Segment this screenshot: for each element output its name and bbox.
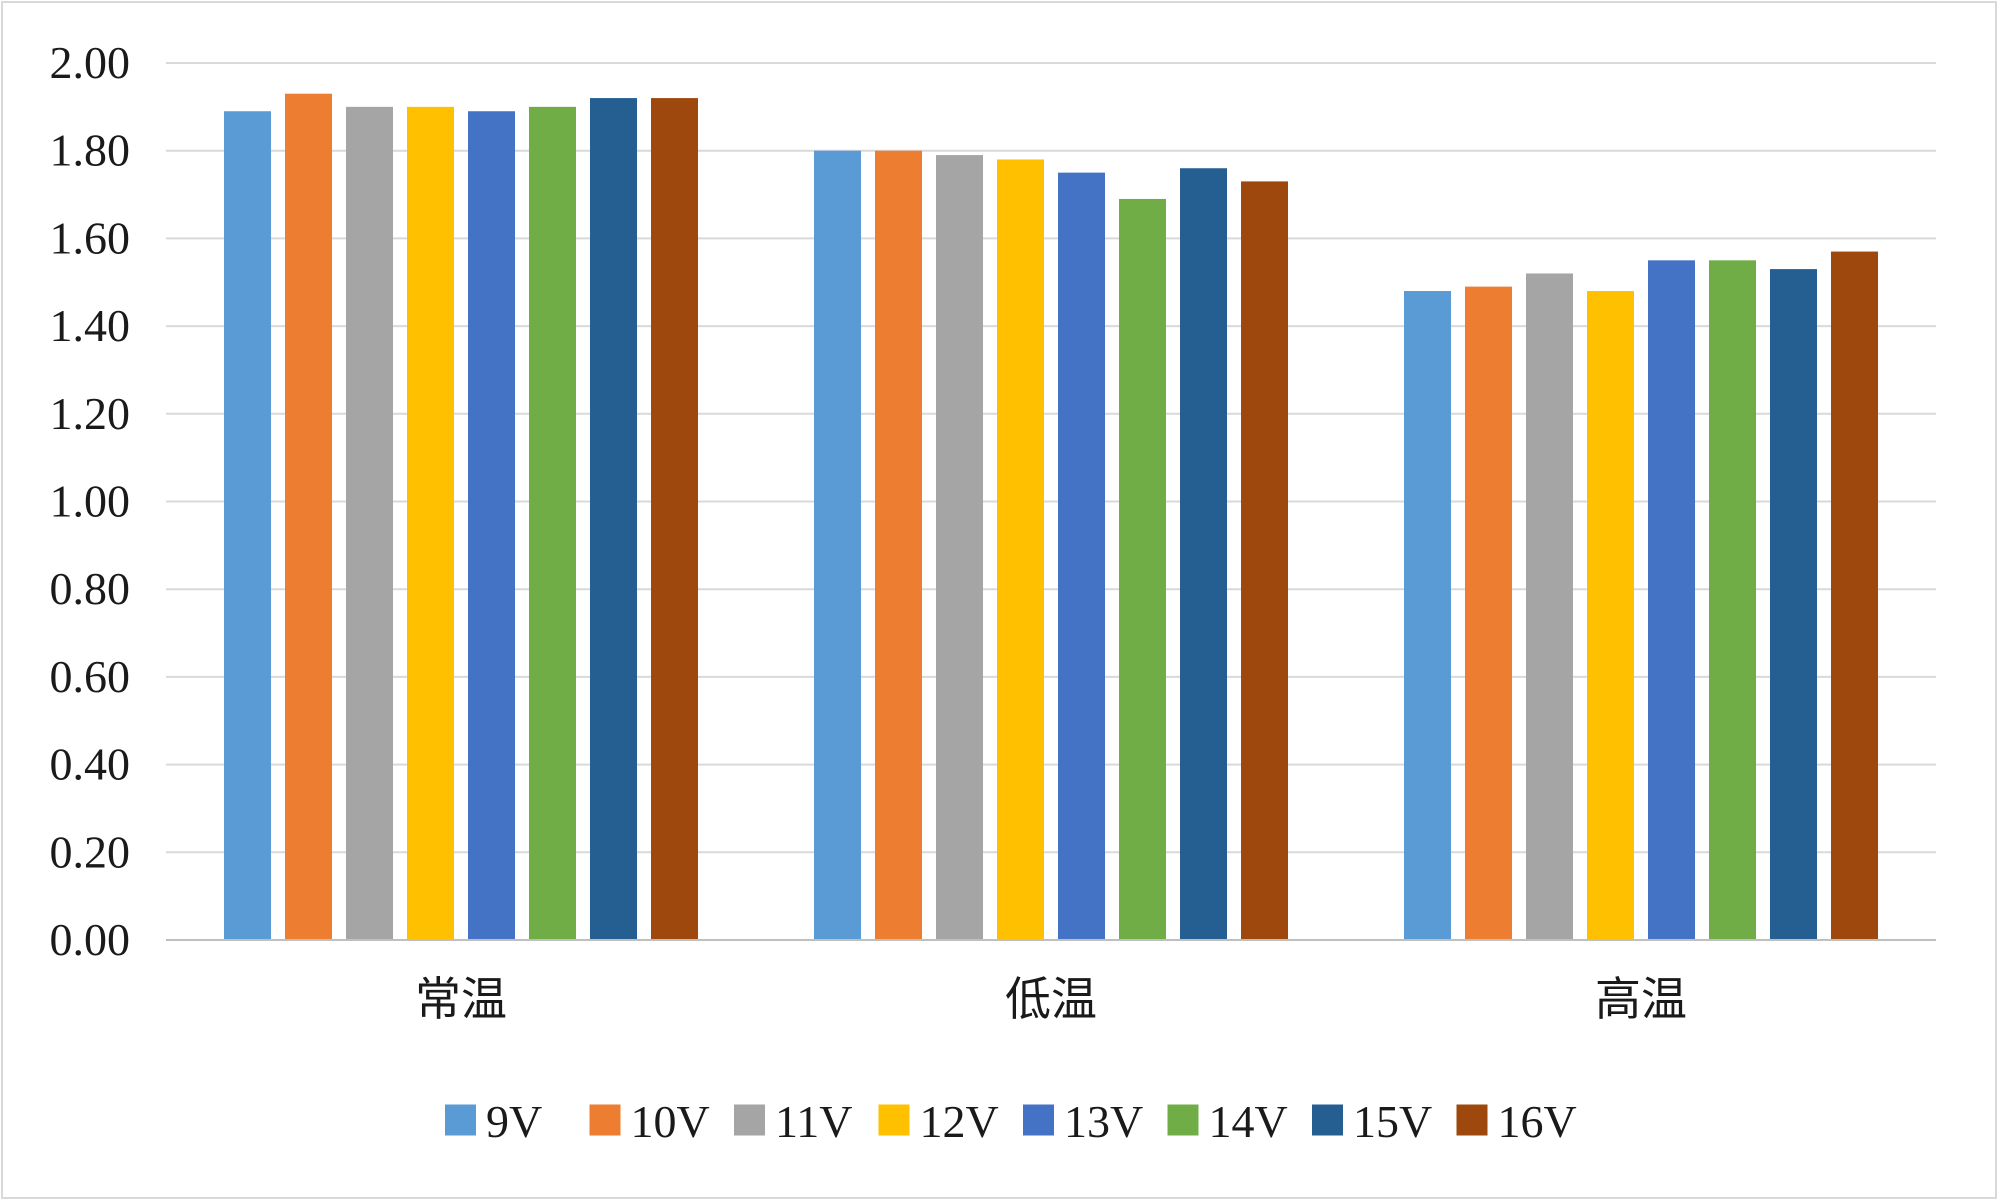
legend-swatch-9V — [445, 1104, 476, 1136]
category-label: 高温 — [1595, 972, 1687, 1026]
bar-11V-3 — [1526, 273, 1573, 941]
y-tick-label: 1.80 — [50, 125, 131, 176]
legend-label-11V: 11V — [775, 1096, 853, 1147]
bar-9V-2 — [814, 150, 861, 940]
legend: 9V 10V 11V 12V 13V 14V 15V 16V — [445, 1096, 1577, 1147]
legend-swatch-14V — [1167, 1104, 1199, 1136]
bar-14V-3 — [1709, 260, 1756, 940]
gridlines — [166, 62, 1936, 854]
y-tick-label: 1.60 — [50, 212, 131, 263]
bar-15V-2 — [1180, 168, 1227, 941]
legend-label-12V: 12V — [920, 1096, 999, 1147]
bar-15V-3 — [1770, 269, 1817, 941]
bar-9V-3 — [1404, 291, 1451, 940]
bar-16V-3 — [1831, 251, 1878, 940]
y-tick-label: 0.20 — [50, 826, 131, 877]
bar-9V-1 — [224, 111, 271, 941]
y-tick-label: 1.40 — [50, 300, 131, 351]
bar-10V-2 — [875, 150, 922, 940]
bar-15V-1 — [590, 98, 637, 940]
bar-11V-2 — [936, 155, 983, 940]
legend-label-16V: 16V — [1498, 1096, 1577, 1147]
bar-10V-3 — [1465, 286, 1512, 940]
legend-label-15V: 15V — [1353, 1096, 1432, 1147]
legend-swatch-12V — [878, 1104, 910, 1136]
y-tick-label: 0.60 — [50, 651, 131, 702]
legend-swatch-16V — [1456, 1104, 1488, 1136]
bar-13V-3 — [1648, 260, 1695, 940]
bar-14V-1 — [529, 106, 576, 941]
bar-16V-1 — [651, 98, 698, 940]
legend-label-10V: 10V — [631, 1096, 710, 1147]
category-label: 常温 — [415, 972, 507, 1026]
y-tick-label: 0.80 — [50, 563, 131, 614]
legend-label-14V: 14V — [1209, 1096, 1288, 1147]
y-axis-tick-labels: 0.00 0.20 0.40 0.60 0.80 1.00 1.20 1.40 1.60 1.80… — [50, 37, 131, 965]
bar-13V-2 — [1058, 172, 1105, 940]
bar-11V-1 — [346, 106, 393, 941]
bar-12V-2 — [997, 159, 1044, 941]
category-label: 低温 — [1005, 972, 1097, 1026]
legend-swatch-11V — [734, 1104, 765, 1136]
x-axis-category-labels: 常温 低温 高温 — [415, 972, 1687, 1026]
bar-12V-3 — [1587, 291, 1634, 940]
legend-label-9V: 9V — [486, 1096, 542, 1147]
bar-13V-1 — [468, 111, 515, 941]
bar-14V-2 — [1119, 198, 1166, 940]
legend-swatch-10V — [589, 1104, 621, 1136]
y-tick-label: 2.00 — [50, 37, 131, 88]
y-tick-label: 0.00 — [50, 914, 131, 965]
y-tick-label: 1.20 — [50, 388, 131, 439]
legend-label-13V: 13V — [1064, 1096, 1143, 1147]
y-tick-label: 1.00 — [50, 476, 131, 527]
y-tick-label: 0.40 — [50, 739, 131, 790]
bar-12V-1 — [407, 106, 454, 941]
bar-16V-2 — [1241, 181, 1288, 940]
bars — [224, 93, 1878, 941]
legend-swatch-13V — [1023, 1104, 1054, 1136]
legend-swatch-15V — [1312, 1104, 1343, 1136]
bar-10V-1 — [285, 93, 332, 940]
